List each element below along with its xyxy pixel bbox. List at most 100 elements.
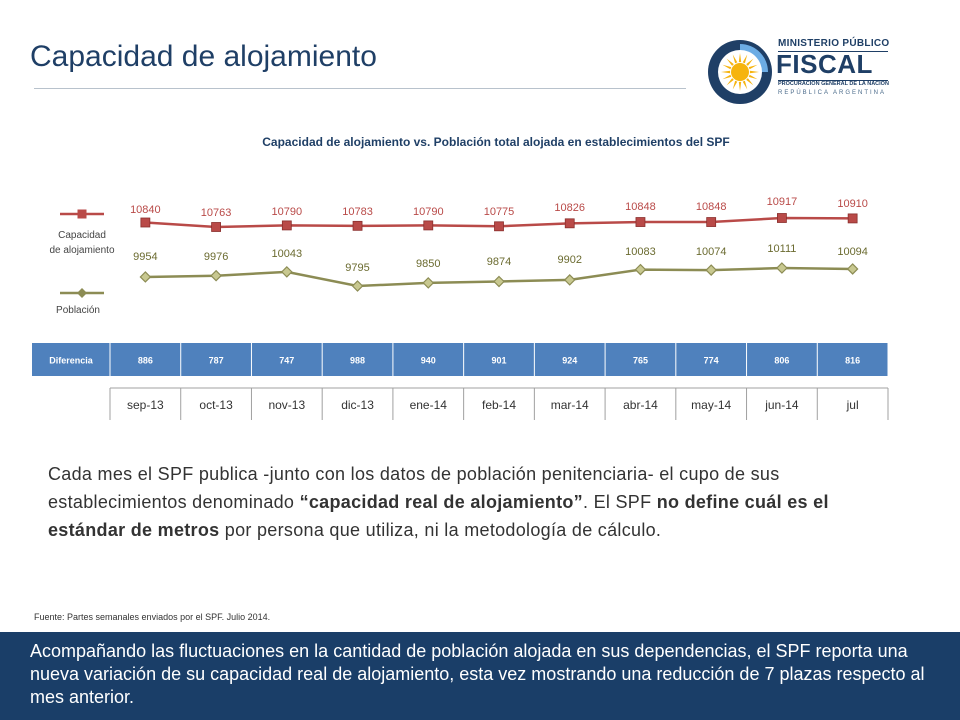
x-tick-label: jun-14	[764, 398, 799, 412]
poblacion-point	[634, 263, 647, 276]
sun-ray	[749, 70, 759, 74]
capacidad-point	[706, 217, 717, 227]
diferencia-value: 924	[562, 356, 577, 366]
capacidad-data-label: 10775	[484, 206, 515, 218]
capacidad-point	[564, 218, 575, 229]
description-emphasis: no define cuál es el estándar de metros	[48, 492, 829, 540]
x-tick-label: ene-14	[410, 398, 448, 412]
sun-ray	[746, 58, 754, 66]
diferencia-value: 747	[279, 356, 294, 366]
x-tick-label: mar-14	[551, 398, 589, 412]
poblacion-data-label: 9850	[416, 258, 440, 270]
diferencia-value: 806	[774, 356, 789, 366]
x-tick-label: dic-13	[341, 398, 374, 412]
poblacion-data-label: 10043	[272, 248, 303, 260]
legend-marker-poblacion	[77, 288, 87, 298]
page-title: Capacidad de alojamiento	[30, 40, 377, 73]
poblacion-data-label: 9954	[133, 251, 157, 263]
legend-label-capacidad: de alojamiento	[49, 245, 114, 256]
capacidad-point	[847, 213, 858, 224]
sun-ray	[732, 54, 738, 64]
capacidad-data-label: 10910	[837, 198, 868, 210]
sun-ray	[722, 64, 732, 70]
legend-label-poblacion: Población	[56, 305, 100, 316]
diferencia-value: 774	[704, 356, 719, 366]
logo-line-ministerio: MINISTERIO PÚBLICO	[778, 38, 890, 49]
description-emphasis: “capacidad real de alojamiento”	[299, 492, 583, 512]
logo-line-republica: REPÚBLICA ARGENTINA	[778, 90, 887, 96]
title-divider	[34, 88, 686, 89]
sun-ray	[732, 80, 738, 90]
description-text: Cada mes el SPF publica -junto con los d…	[48, 464, 780, 512]
capacidad-point	[140, 217, 151, 228]
diferencia-value: 901	[491, 356, 506, 366]
poblacion-data-label: 10083	[625, 246, 656, 258]
ministerio-publico-fiscal-logo: MINISTERIO PÚBLICO FISCAL PROCURACIÓN GE…	[706, 34, 896, 110]
poblacion-data-label: 9795	[345, 262, 369, 274]
sun-ray	[748, 74, 758, 80]
capacidad-data-label: 10790	[413, 206, 444, 218]
poblacion-point	[846, 263, 859, 275]
sun-ray	[738, 53, 742, 63]
logo-divider	[778, 80, 888, 81]
sun-ray	[738, 81, 742, 91]
capacidad-data-label: 10917	[767, 196, 798, 208]
poblacion-point	[210, 269, 222, 282]
sun-ray	[742, 54, 748, 64]
diferencia-value: 816	[845, 356, 860, 366]
capacidad-data-label: 10790	[272, 206, 303, 218]
diferencia-row-label: Diferencia	[49, 356, 94, 366]
capacidad-point	[352, 220, 363, 231]
x-tick-label: may-14	[691, 398, 731, 412]
logo-line-fiscal: FISCAL	[776, 49, 873, 79]
capacidad-data-label: 10763	[201, 207, 232, 219]
poblacion-point	[139, 271, 152, 283]
poblacion-point	[776, 262, 788, 274]
footer-text: Acompañando las fluctuaciones en la cant…	[30, 641, 925, 707]
x-tick-label: feb-14	[482, 398, 516, 412]
diferencia-table-background	[32, 343, 888, 376]
logo-line-procuracion: PROCURACIÓN GENERAL DE LA NACIÓN	[778, 81, 889, 87]
poblacion-data-label: 9976	[204, 251, 228, 263]
poblacion-data-label: 9902	[557, 254, 581, 266]
diferencia-value: 787	[209, 356, 224, 366]
x-tick-label: abr-14	[623, 398, 658, 412]
legend-label-capacidad: Capacidad	[58, 230, 106, 241]
legend-marker-capacidad	[77, 209, 87, 219]
x-tick-label: oct-13	[199, 398, 233, 412]
poblacion-point	[280, 266, 293, 278]
source-note: Fuente: Partes semanales enviados por el…	[34, 612, 271, 622]
capacidad-point	[281, 220, 292, 231]
sun-ray	[726, 78, 734, 86]
poblacion-point	[563, 274, 576, 286]
diferencia-value: 988	[350, 356, 365, 366]
sun-ray	[722, 74, 732, 80]
sun-ray	[742, 80, 748, 90]
capacidad-point	[211, 222, 221, 232]
capacidad-point	[777, 213, 787, 223]
capacidad-point	[635, 217, 646, 227]
poblacion-data-label: 9874	[487, 256, 511, 268]
capacidad-point	[494, 221, 504, 232]
diferencia-value: 940	[421, 356, 436, 366]
poblacion-data-label: 10074	[696, 246, 727, 258]
capacidad-point	[423, 220, 434, 231]
capacidad-data-label: 10848	[696, 201, 727, 213]
sun-ray	[746, 78, 754, 86]
x-tick-label: nov-13	[268, 398, 305, 412]
poblacion-point	[705, 264, 718, 276]
poblacion-point	[422, 277, 435, 289]
capacidad-data-label: 10840	[130, 204, 161, 216]
diferencia-value: 886	[138, 356, 153, 366]
capacidad-data-label: 10848	[625, 201, 656, 213]
poblacion-point	[493, 275, 505, 288]
description-text: . El SPF	[582, 492, 657, 512]
x-tick-label: sep-13	[127, 398, 164, 412]
description-text: por persona que utiliza, ni la metodolog…	[219, 520, 662, 540]
sun-ray	[726, 58, 734, 66]
capacidad-data-label: 10783	[342, 206, 373, 218]
line-chart: 10840 10763 10790 10783 10790 10775 10826 10848…	[32, 196, 889, 420]
poblacion-data-label: 10111	[767, 243, 796, 255]
chart-title: Capacidad de alojamiento vs. Población t…	[262, 135, 730, 149]
sun-ray	[721, 70, 731, 74]
